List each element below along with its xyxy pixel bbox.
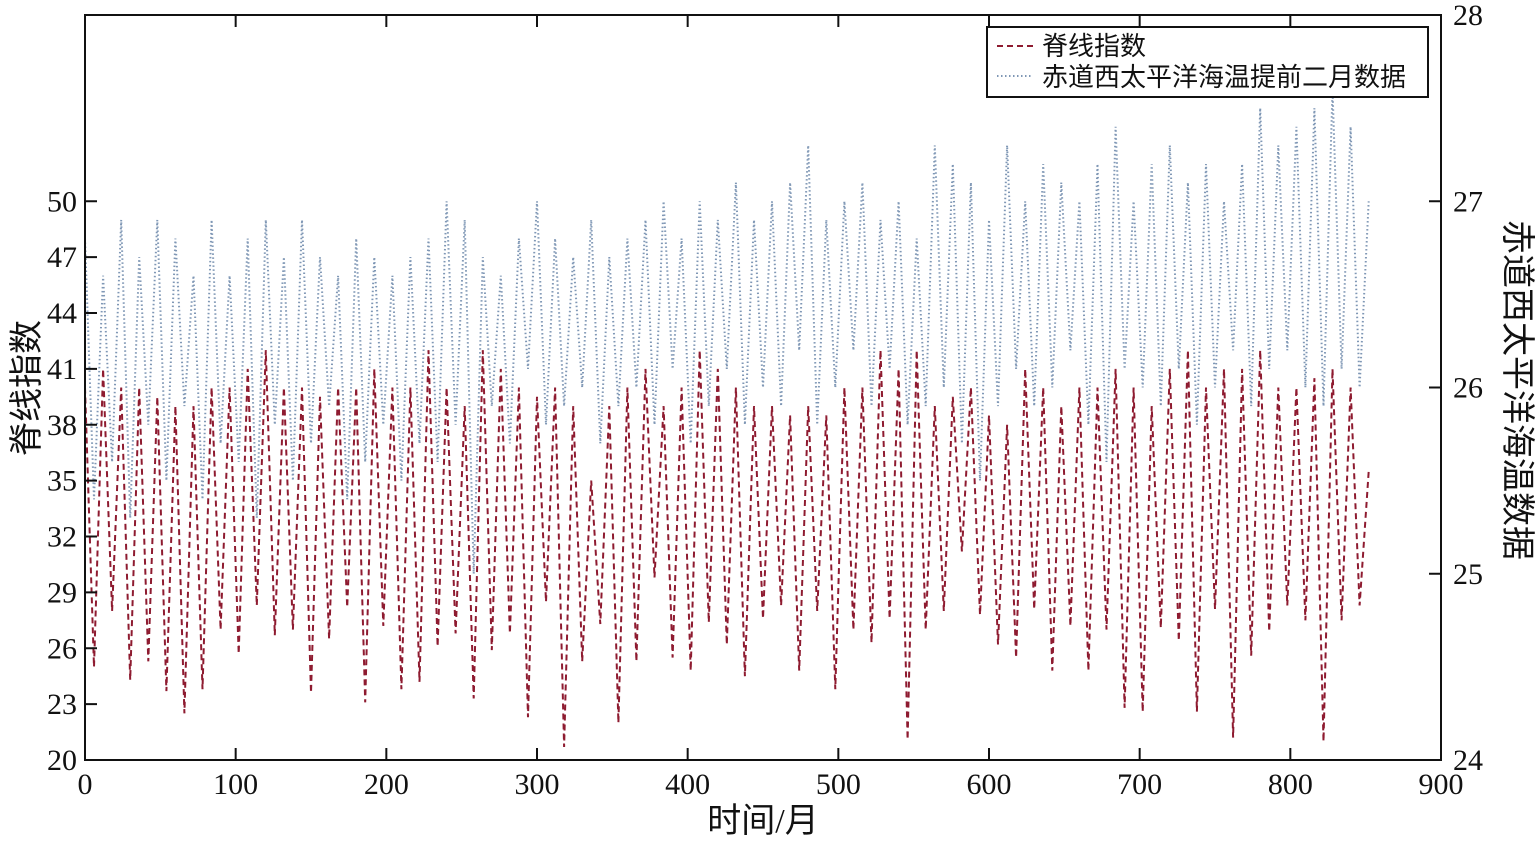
y-left-tick-label: 32 bbox=[47, 521, 77, 554]
y-left-tick-label: 35 bbox=[47, 465, 77, 498]
ticks-layer: 0 100 200 300 400 500 600 700 800 900 20 23 26 29 32 35… bbox=[47, 0, 1483, 801]
legend-label-ridge: 脊线指数 bbox=[1042, 32, 1146, 61]
x-tick-label: 900 bbox=[1419, 768, 1464, 801]
x-tick-label: 100 bbox=[213, 768, 258, 801]
y-left-tick-label: 50 bbox=[47, 185, 77, 218]
x-axis-label: 时间/月 bbox=[707, 803, 818, 838]
y-right-tick-label: 27 bbox=[1453, 185, 1483, 218]
y-right-tick-label: 24 bbox=[1453, 744, 1483, 777]
x-tick-label: 400 bbox=[665, 768, 710, 801]
x-tick-label: 600 bbox=[967, 768, 1012, 801]
ridge-index-line bbox=[84, 350, 1370, 748]
y-axis-right-label: 赤道西太平洋海温数据 bbox=[1498, 220, 1536, 560]
y-left-tick-label: 41 bbox=[47, 353, 77, 386]
x-tick-label: 300 bbox=[515, 768, 560, 801]
y-left-tick-label: 23 bbox=[47, 688, 77, 721]
sst-line bbox=[84, 89, 1370, 574]
y-left-tick-label: 20 bbox=[47, 744, 77, 777]
legend-box bbox=[986, 26, 1429, 98]
x-tick-label: 200 bbox=[364, 768, 409, 801]
x-tick-label: 800 bbox=[1268, 768, 1313, 801]
y-left-tick-label: 29 bbox=[47, 576, 77, 609]
y-left-tick-label: 26 bbox=[47, 632, 77, 665]
y-left-tick-label: 47 bbox=[47, 241, 77, 274]
y-left-tick-label: 38 bbox=[47, 409, 77, 442]
y-left-tick-label: 44 bbox=[47, 297, 77, 330]
y-right-tick-label: 28 bbox=[1453, 0, 1483, 32]
x-tick-label: 500 bbox=[816, 768, 861, 801]
y-right-tick-label: 25 bbox=[1453, 558, 1483, 591]
y-right-tick-label: 26 bbox=[1453, 372, 1483, 405]
y-axis-left-label: 脊线指数 bbox=[8, 320, 46, 456]
legend-label-sst: 赤道西太平洋海温提前二月数据 bbox=[1042, 63, 1406, 92]
x-tick-label: 0 bbox=[78, 768, 93, 801]
legend: 脊线指数 赤道西太平洋海温提前二月数据 bbox=[986, 26, 1429, 98]
series-layer bbox=[84, 89, 1370, 748]
x-tick-label: 700 bbox=[1117, 768, 1162, 801]
